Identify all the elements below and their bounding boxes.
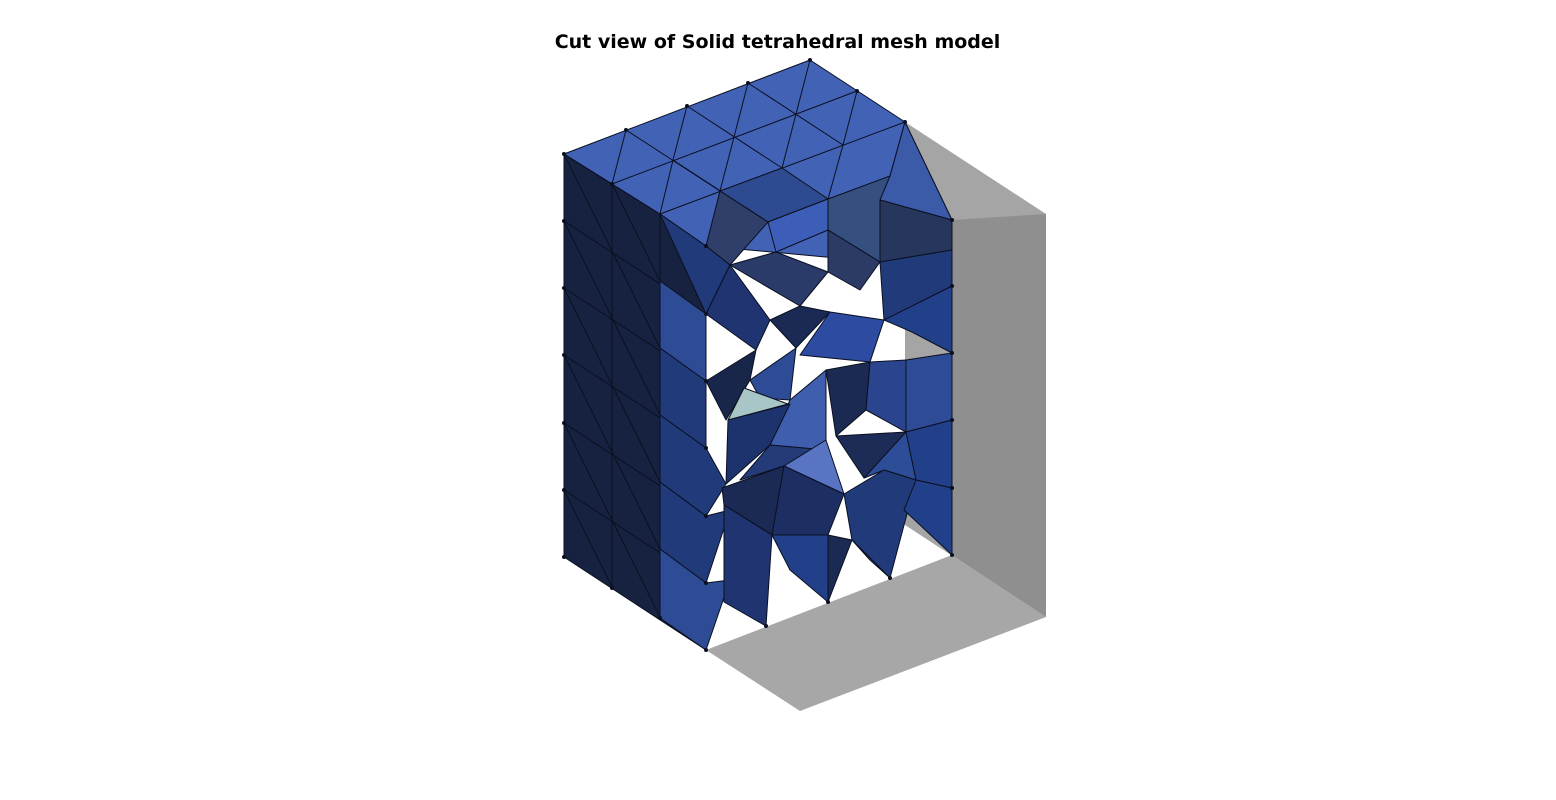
- mesh-node: [950, 486, 954, 490]
- left-grid-line: [611, 519, 661, 618]
- interior-facet: [843, 469, 917, 579]
- mesh-node: [562, 555, 566, 559]
- mesh-node: [808, 58, 812, 62]
- left-grid-line: [611, 451, 661, 550]
- interior-facet: [827, 229, 881, 291]
- mesh-node: [704, 581, 708, 585]
- mesh-node: [562, 286, 566, 290]
- left-grid-line: [611, 183, 661, 282]
- mesh-node: [950, 218, 954, 222]
- mesh-node: [624, 128, 628, 132]
- top-grid-line: [659, 159, 674, 215]
- top-grid-line: [563, 153, 613, 185]
- mesh-node: [888, 576, 892, 580]
- left-grid-line: [563, 489, 613, 588]
- bounding-box-bottom-face: [706, 555, 1046, 711]
- left-grid-line: [563, 354, 613, 453]
- mesh-node: [950, 284, 954, 288]
- cut-interior: [659, 121, 953, 651]
- left-grid-line: [611, 250, 661, 349]
- interior-facet: [771, 534, 829, 603]
- mesh-node: [562, 152, 566, 156]
- top-grid-line: [672, 105, 688, 161]
- interior-facet: [827, 534, 853, 603]
- interior-facet: [659, 414, 727, 517]
- interior-facet: [659, 481, 731, 584]
- mesh-node: [562, 488, 566, 492]
- bounding-box-right-face: [952, 214, 1046, 617]
- left-grid-line: [563, 153, 613, 252]
- mesh-node: [903, 120, 907, 124]
- top-grid-line: [781, 113, 797, 169]
- mesh-node: [610, 182, 614, 186]
- mesh-node: [562, 421, 566, 425]
- mesh-node: [704, 244, 708, 248]
- mesh-node: [610, 586, 614, 590]
- figure-title: Cut view of Solid tetrahedral mesh model: [554, 31, 1001, 53]
- mesh-node: [826, 600, 830, 604]
- left-grid-line: [563, 422, 613, 521]
- tetrahedral-mesh: [562, 58, 954, 652]
- left-grid-line: [563, 287, 613, 386]
- mesh-node: [704, 379, 708, 383]
- top-grid-line: [795, 59, 811, 115]
- top-grid-line: [827, 144, 844, 200]
- top-grid-line: [611, 129, 627, 185]
- left-grid-line: [611, 384, 661, 483]
- mesh-nodes: [562, 58, 954, 652]
- interior-facet: [905, 352, 953, 433]
- mesh-node: [704, 648, 708, 652]
- mesh-node: [658, 616, 662, 620]
- mesh-node: [562, 219, 566, 223]
- mesh-node: [950, 553, 954, 557]
- top-grid-line: [842, 90, 858, 146]
- mesh-node: [855, 89, 859, 93]
- interior-facet: [825, 361, 871, 437]
- mesh-node: [950, 418, 954, 422]
- mesh-node: [704, 514, 708, 518]
- interior-facet: [659, 548, 731, 651]
- mesh-node: [764, 624, 768, 628]
- interior-facet: [851, 539, 891, 579]
- left-grid-line: [611, 317, 661, 416]
- mesh-node: [746, 81, 750, 85]
- mesh-node: [704, 312, 708, 316]
- mesh-node: [950, 351, 954, 355]
- left-grid-line: [563, 220, 613, 319]
- mesh-node: [704, 446, 708, 450]
- mesh-node: [685, 104, 689, 108]
- top-grid-line: [719, 136, 735, 192]
- interior-facet: [865, 359, 907, 433]
- mesh-node: [562, 353, 566, 357]
- top-grid-line: [733, 82, 749, 138]
